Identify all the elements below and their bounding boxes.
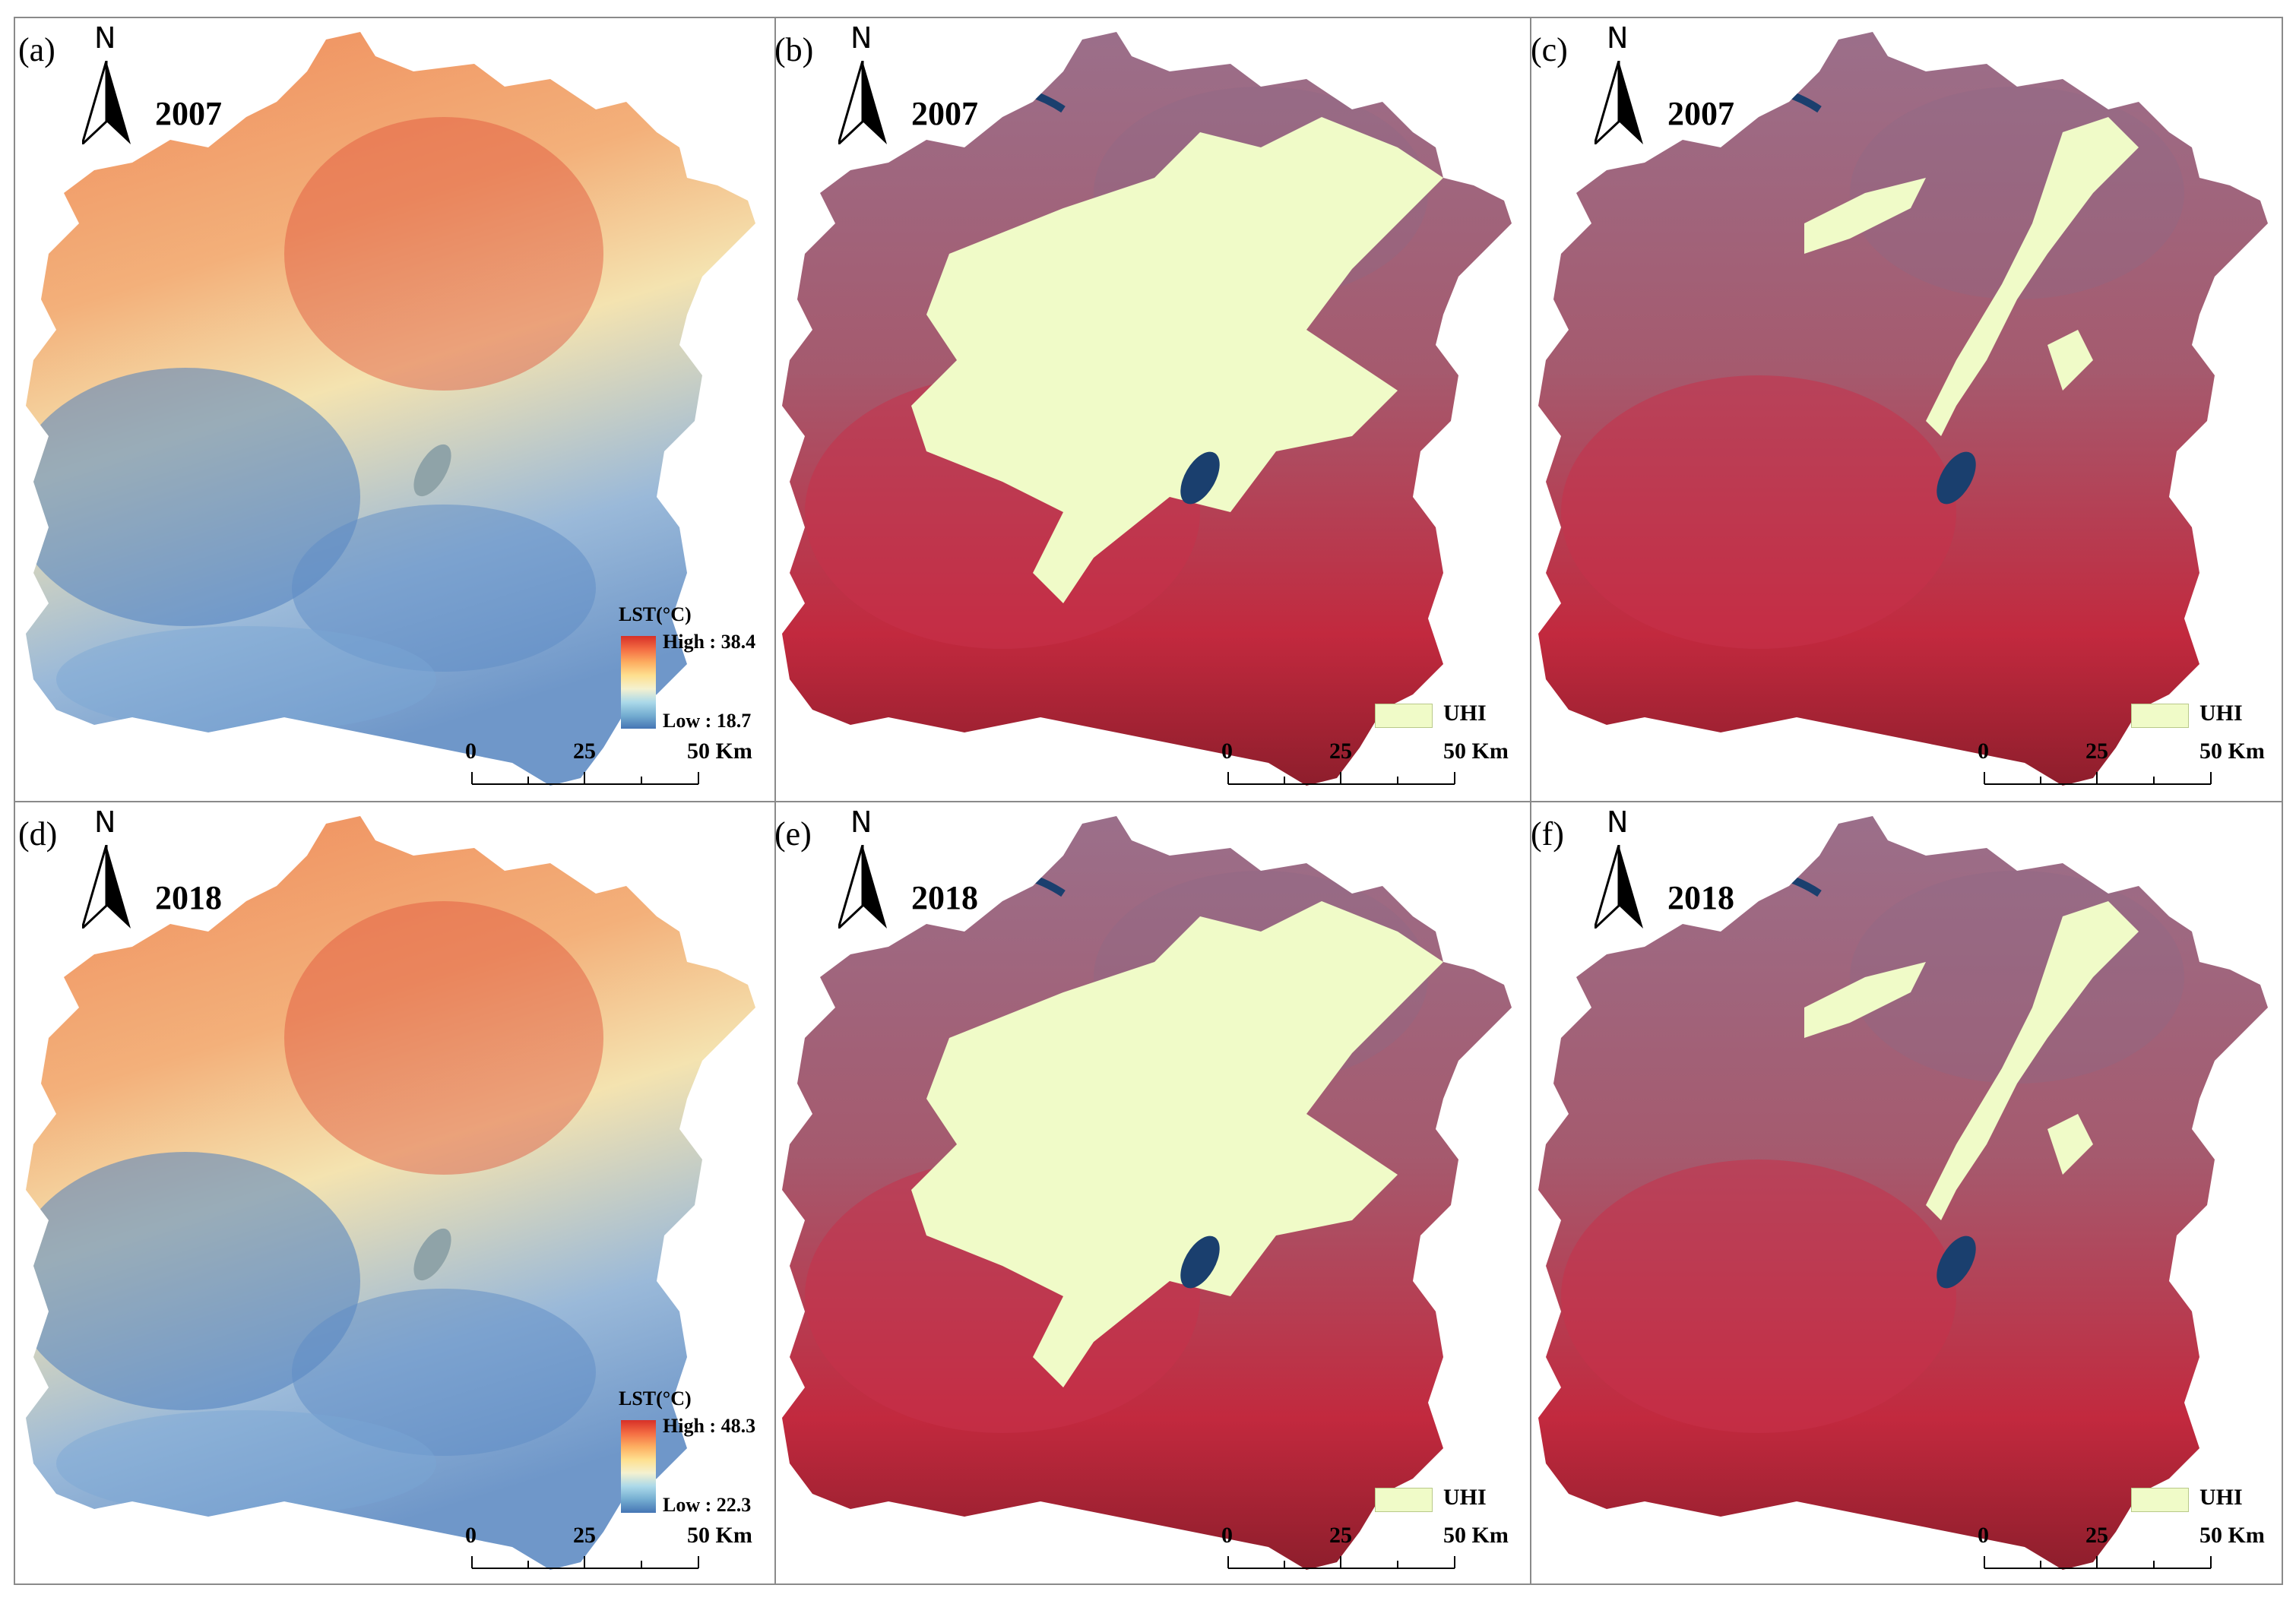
north-label: N: [850, 805, 872, 839]
scale-bar: [1984, 772, 2212, 785]
scale-tick-label: 50 Km: [1443, 1523, 1509, 1548]
scale-tick-label: 0: [465, 1523, 477, 1548]
scale-tick-label: 25: [2085, 1523, 2108, 1548]
map-image: [782, 32, 1512, 786]
year-label: 2018: [1667, 879, 1734, 916]
north-arrow-icon: [82, 845, 131, 929]
panel-label: (c): [1531, 31, 1568, 68]
legend-low-label: Low : 18.7: [663, 710, 752, 732]
north-arrow-icon: [838, 61, 887, 144]
legend-high-label: High : 48.3: [663, 1415, 756, 1437]
map-panel: (e) N 2018 UHI 0 25 50 Km: [774, 802, 1534, 1585]
uhi-area: [1804, 117, 2139, 436]
scale-tick-label: 50 Km: [687, 1523, 752, 1548]
scale-tick-label: 0: [465, 739, 477, 764]
map-image: [26, 816, 755, 1570]
uhi-legend-label: UHI: [1443, 701, 1487, 726]
uhi-legend-label: UHI: [2199, 1485, 2243, 1510]
north-arrow-icon: [838, 845, 887, 929]
uhi-swatch: [1375, 704, 1433, 728]
map-panel: (d) N 2018 LST(°C) High : 48.3 Low : 22.…: [18, 802, 778, 1585]
uhi-swatch: [2131, 1488, 2189, 1512]
panel-label: (a): [18, 31, 55, 68]
panel-label: (f): [1531, 815, 1564, 853]
panel-label: (e): [774, 815, 812, 853]
scale-tick-label: 0: [1978, 1523, 1989, 1548]
scale-tick-label: 25: [573, 1523, 596, 1548]
uhi-swatch: [2131, 704, 2189, 728]
scale-tick-label: 0: [1221, 1523, 1233, 1548]
scale-tick-label: 50 Km: [1443, 739, 1509, 764]
north-label: N: [1607, 21, 1629, 55]
scale-tick-label: 50 Km: [2199, 1523, 2265, 1548]
scale-tick-label: 25: [573, 739, 596, 764]
legend-high-label: High : 38.4: [663, 631, 756, 653]
map-image: [782, 816, 1512, 1570]
year-label: 2018: [911, 879, 978, 916]
scale-tick-label: 25: [1329, 1523, 1352, 1548]
north-arrow-icon: [1595, 61, 1643, 144]
legend-low-label: Low : 22.3: [663, 1494, 752, 1516]
north-arrow-icon: [82, 61, 131, 144]
uhi-area: [911, 901, 1443, 1387]
north-label: N: [94, 21, 116, 55]
scale-tick-label: 0: [1978, 739, 1989, 764]
figure-grid: (a) N 2007 LST(°C) High : 38.4 Low : 18.…: [14, 17, 2283, 1585]
panel-label: (b): [774, 31, 814, 68]
map-panel: (b) N 2007 UHI 0 25 50 Km: [774, 18, 1534, 801]
map-panel: (f) N 2018 UHI 0 25 50 Km: [1531, 802, 2291, 1585]
scale-tick-label: 50 Km: [687, 739, 752, 764]
scale-bar: [1984, 1556, 2212, 1569]
color-ramp: [621, 636, 656, 729]
uhi-legend-label: UHI: [2199, 701, 2243, 726]
map-image: [26, 32, 755, 786]
legend-title: LST(°C): [619, 1387, 692, 1409]
north-label: N: [94, 805, 116, 839]
map-image: [1538, 816, 2268, 1570]
uhi-legend-label: UHI: [1443, 1485, 1487, 1510]
map-image: [1538, 32, 2268, 786]
north-arrow-icon: [1595, 845, 1643, 929]
scale-tick-label: 25: [1329, 739, 1352, 764]
uhi-area: [1804, 901, 2139, 1220]
scale-bar: [471, 1556, 699, 1569]
north-label: N: [1607, 805, 1629, 839]
year-label: 2007: [1667, 95, 1734, 132]
year-label: 2007: [155, 95, 222, 132]
north-label: N: [850, 21, 872, 55]
scale-bar: [1227, 772, 1455, 785]
panel-label: (d): [18, 815, 58, 853]
year-label: 2018: [155, 879, 222, 916]
legend-title: LST(°C): [619, 603, 692, 625]
scale-tick-label: 50 Km: [2199, 739, 2265, 764]
scale-bar: [471, 772, 699, 785]
panel-divider-horizontal: [15, 801, 2282, 802]
year-label: 2007: [911, 95, 978, 132]
scale-tick-label: 0: [1221, 739, 1233, 764]
scale-bar: [1227, 1556, 1455, 1569]
map-panel: (a) N 2007 LST(°C) High : 38.4 Low : 18.…: [18, 18, 778, 801]
scale-tick-label: 25: [2085, 739, 2108, 764]
color-ramp: [621, 1420, 656, 1513]
uhi-area: [911, 117, 1443, 603]
uhi-swatch: [1375, 1488, 1433, 1512]
map-panel: (c) N 2007 UHI 0 25 50 Km: [1531, 18, 2291, 801]
